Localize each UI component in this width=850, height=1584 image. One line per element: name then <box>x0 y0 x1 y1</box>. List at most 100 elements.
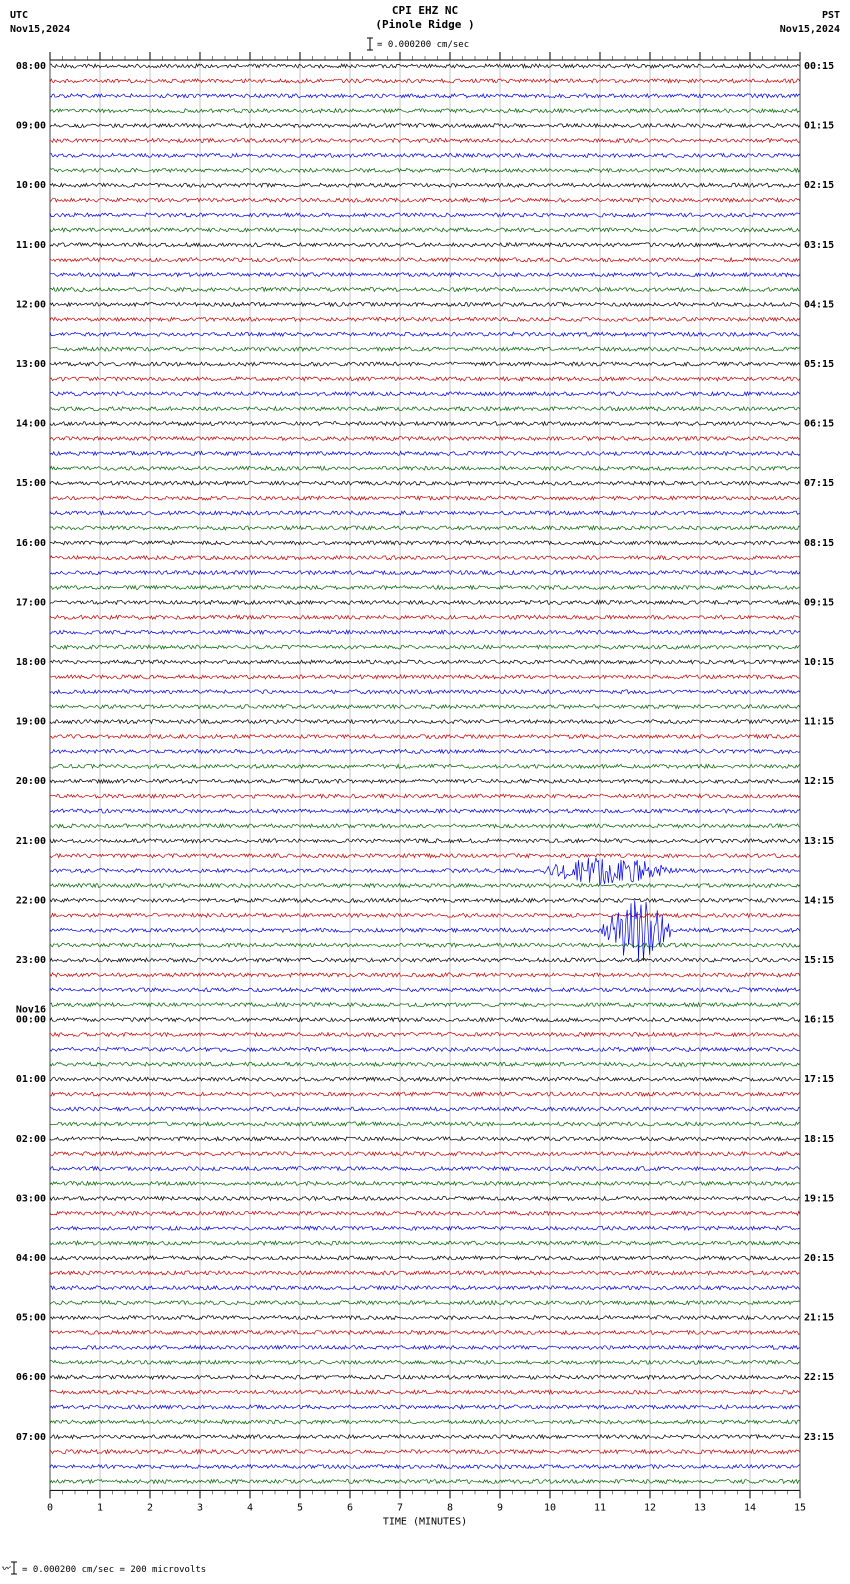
seismic-trace <box>50 1092 800 1096</box>
utc-label: 20:00 <box>16 776 46 787</box>
utc-tz: UTC <box>10 10 28 21</box>
seismic-trace <box>50 1241 800 1245</box>
seismic-trace <box>50 1375 800 1379</box>
scale-text: = 0.000200 cm/sec <box>377 40 469 50</box>
x-tick-label: 8 <box>447 1502 453 1513</box>
seismic-trace <box>50 1003 800 1007</box>
seismic-trace <box>50 1345 800 1349</box>
x-tick-label: 13 <box>694 1502 706 1513</box>
seismic-trace <box>50 1226 800 1230</box>
seismic-trace <box>50 973 800 977</box>
pst-label: 00:15 <box>804 61 834 72</box>
seismic-trace <box>50 228 800 232</box>
seismic-trace <box>50 451 800 455</box>
seismic-trace <box>50 720 800 724</box>
x-tick-label: 0 <box>47 1502 53 1513</box>
x-tick-label: 4 <box>247 1502 253 1513</box>
seismogram-container: CPI EHZ NC(Pinole Ridge )UTCNov15,2024PS… <box>0 0 850 1584</box>
seismic-trace <box>50 183 800 187</box>
x-tick-label: 15 <box>794 1502 806 1513</box>
seismic-trace <box>50 764 800 768</box>
seismic-trace <box>50 1122 800 1126</box>
utc-label: 21:00 <box>16 836 46 847</box>
seismic-trace <box>50 675 800 679</box>
pst-label: 15:15 <box>804 955 834 966</box>
seismic-trace <box>50 1316 800 1320</box>
seismic-trace <box>50 124 800 128</box>
pst-label: 08:15 <box>804 538 834 549</box>
seismic-trace <box>50 794 800 798</box>
seismic-trace <box>50 900 800 960</box>
x-tick-label: 9 <box>497 1502 503 1513</box>
pst-label: 14:15 <box>804 895 834 906</box>
utc-label: 23:00 <box>16 955 46 966</box>
seismic-trace <box>50 556 800 560</box>
utc-label: 16:00 <box>16 538 46 549</box>
seismic-trace <box>50 858 800 884</box>
seismic-trace <box>50 392 800 396</box>
seismic-trace <box>50 258 800 262</box>
pst-label: 16:15 <box>804 1015 834 1026</box>
utc-label: 05:00 <box>16 1313 46 1324</box>
seismic-trace <box>50 1137 800 1141</box>
seismic-trace <box>50 1047 800 1051</box>
utc-label: 11:00 <box>16 240 46 251</box>
seismic-trace <box>50 1107 800 1111</box>
seismic-trace <box>50 1390 800 1394</box>
seismic-trace <box>50 243 800 247</box>
seismic-trace <box>50 705 800 709</box>
seismic-trace <box>50 749 800 753</box>
station-title: CPI EHZ NC <box>392 4 458 17</box>
seismic-trace <box>50 437 800 441</box>
pst-label: 02:15 <box>804 180 834 191</box>
pst-label: 01:15 <box>804 121 834 132</box>
seismic-trace <box>50 1331 800 1335</box>
seismic-trace <box>50 496 800 500</box>
seismic-trace <box>50 511 800 515</box>
seismic-trace <box>50 317 800 321</box>
seismic-trace <box>50 198 800 202</box>
seismic-trace <box>50 1360 800 1364</box>
pst-label: 22:15 <box>804 1372 834 1383</box>
seismic-trace <box>50 332 800 336</box>
pst-label: 13:15 <box>804 836 834 847</box>
x-tick-label: 3 <box>197 1502 203 1513</box>
seismic-trace <box>50 377 800 381</box>
seismic-trace <box>50 735 800 739</box>
utc-label: 09:00 <box>16 121 46 132</box>
seismic-trace <box>50 600 800 604</box>
seismic-trace <box>50 347 800 351</box>
footer-scale-text: = 0.000200 cm/sec = 200 microvolts <box>22 1565 206 1575</box>
seismic-trace <box>50 645 800 649</box>
seismic-trace <box>50 1033 800 1037</box>
seismic-trace <box>50 571 800 575</box>
x-tick-label: 11 <box>594 1502 606 1513</box>
pst-label: 17:15 <box>804 1074 834 1085</box>
seismic-trace <box>50 273 800 277</box>
seismic-trace <box>50 79 800 83</box>
seismic-trace <box>50 943 800 947</box>
seismic-trace <box>50 615 800 619</box>
seismic-trace <box>50 1301 800 1305</box>
seismic-trace <box>50 898 800 902</box>
seismic-trace <box>50 660 800 664</box>
pst-label: 09:15 <box>804 597 834 608</box>
seismogram-svg: CPI EHZ NC(Pinole Ridge )UTCNov15,2024PS… <box>0 0 850 1584</box>
seismic-trace <box>50 839 800 843</box>
pst-label: 04:15 <box>804 299 834 310</box>
x-axis-label: TIME (MINUTES) <box>383 1516 467 1527</box>
seismic-trace <box>50 779 800 783</box>
pst-label: 20:15 <box>804 1253 834 1264</box>
pst-label: 19:15 <box>804 1193 834 1204</box>
pst-label: 10:15 <box>804 657 834 668</box>
utc-label: 13:00 <box>16 359 46 370</box>
utc-label: 19:00 <box>16 717 46 728</box>
seismic-trace <box>50 139 800 143</box>
seismic-trace <box>50 1077 800 1081</box>
seismic-trace <box>50 153 800 157</box>
seismic-trace <box>50 1420 800 1424</box>
pst-label: 11:15 <box>804 717 834 728</box>
pst-label: 12:15 <box>804 776 834 787</box>
pst-label: 05:15 <box>804 359 834 370</box>
seismic-trace <box>50 1286 800 1290</box>
